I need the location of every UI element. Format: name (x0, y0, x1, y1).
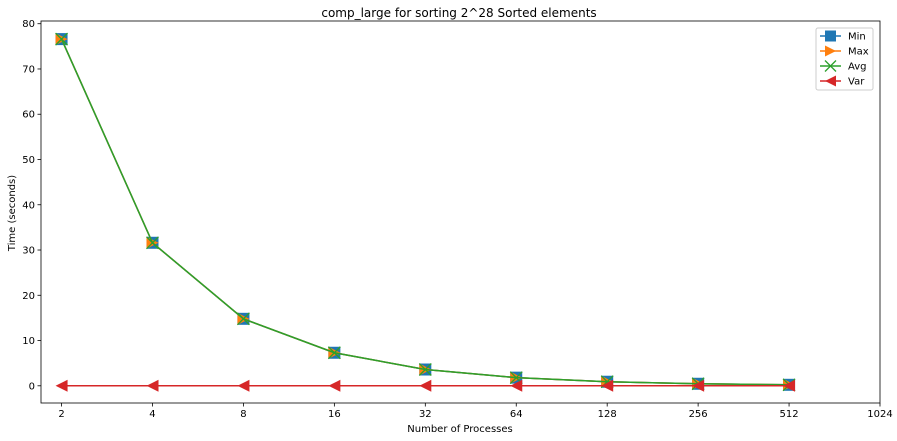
data-point-var (146, 379, 159, 392)
y-tick-label: 50 (22, 155, 35, 166)
series-var (55, 379, 796, 392)
y-tick-label: 20 (22, 291, 35, 302)
series-min (55, 33, 796, 391)
data-point-var (237, 379, 250, 392)
x-tick-label: 64 (510, 409, 523, 420)
y-tick-label: 30 (22, 246, 35, 257)
y-tick-label: 60 (22, 110, 35, 121)
legend-label-avg: Avg (848, 62, 867, 73)
data-point-var (692, 379, 705, 392)
legend-marker-avg (824, 60, 837, 72)
legend-label-min: Min (848, 32, 866, 43)
data-point-avg (418, 363, 432, 376)
x-tick-label: 128 (598, 409, 617, 420)
series-line-min (60, 38, 790, 386)
x-axis: 2 4 8 16 32 64 128 256 512 1024 (58, 403, 893, 420)
chart-title: comp_large for sorting 2^28 Sorted eleme… (321, 6, 596, 20)
y-tick-label: 70 (22, 64, 35, 75)
x-tick-label: 16 (328, 409, 341, 420)
series-layer (55, 32, 796, 392)
plot-frame (40, 20, 881, 404)
y-tick-label: 10 (22, 336, 35, 347)
data-point-avg (327, 346, 341, 360)
data-point-var (328, 379, 341, 392)
data-point-var (510, 379, 523, 392)
legend-label-var: Var (848, 77, 865, 88)
data-point-var (419, 379, 432, 392)
legend-marker-min (825, 30, 836, 42)
x-axis-label: Number of Processes (407, 424, 512, 435)
series-max (55, 33, 796, 391)
legend-item-var: Var (820, 75, 865, 88)
x-tick-label: 4 (149, 409, 155, 420)
y-tick-label: 0 (29, 381, 35, 392)
series-line-avg (60, 38, 790, 386)
x-tick-label: 512 (780, 409, 799, 420)
legend-label-max: Max (848, 47, 869, 58)
data-point-var (55, 379, 68, 392)
legend: Min Max Avg Var (815, 27, 874, 91)
data-point-avg (55, 32, 69, 46)
x-tick-label: 256 (689, 409, 708, 420)
legend-item-min: Min (820, 30, 866, 43)
data-point-avg (146, 236, 159, 250)
legend-box (815, 27, 874, 91)
x-tick-label: 32 (419, 409, 432, 420)
series-avg (55, 32, 796, 392)
y-tick-label: 40 (22, 200, 35, 211)
legend-item-avg: Avg (820, 60, 867, 73)
x-tick-label: 2 (58, 409, 64, 420)
y-tick-label: 80 (22, 19, 35, 30)
y-axis: 0 10 20 30 40 50 60 70 80 (22, 19, 41, 392)
series-line-max (60, 38, 790, 386)
x-tick-label: 1024 (867, 409, 892, 420)
data-point-var (783, 379, 796, 392)
data-point-avg (236, 312, 250, 326)
data-point-var (601, 379, 614, 392)
legend-marker-var (825, 75, 836, 87)
x-tick-label: 8 (240, 409, 246, 420)
legend-item-max: Max (820, 45, 869, 58)
y-axis-label: Time (seconds) (7, 175, 18, 252)
legend-marker-max (825, 45, 836, 57)
